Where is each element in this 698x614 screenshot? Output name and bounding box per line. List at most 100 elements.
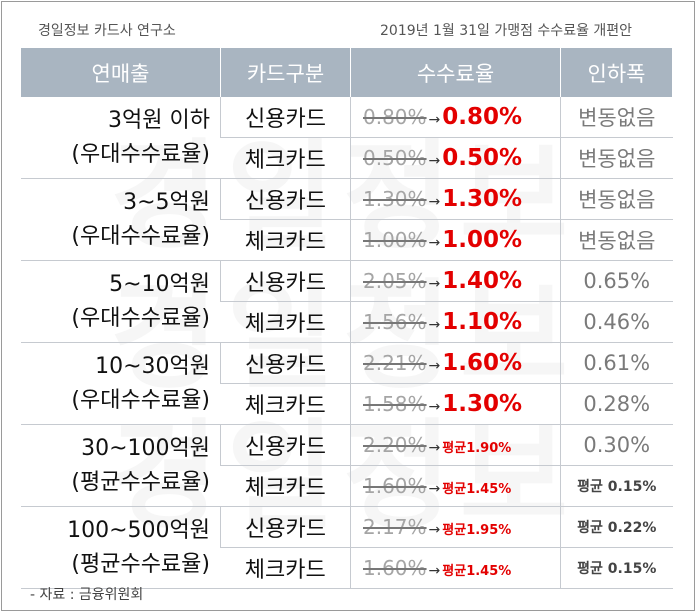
column-header-card-type: 카드구분 bbox=[220, 48, 351, 97]
new-rate: 1.40% bbox=[442, 268, 523, 294]
table-header-row: 연매출 카드구분 수수료율 인하폭 bbox=[20, 48, 673, 97]
fee-rate-cell: 2.17% → 평균1.95% bbox=[350, 506, 561, 548]
card-type-cell: 신용카드 bbox=[220, 97, 351, 138]
card-type-cell: 신용카드 bbox=[220, 260, 351, 302]
new-rate: 0.50% bbox=[442, 145, 523, 171]
old-rate: 1.60% bbox=[363, 556, 427, 580]
new-rate: 1.10% bbox=[442, 309, 523, 335]
old-rate: 2.20% bbox=[363, 433, 427, 457]
card-type-cell: 체크카드 bbox=[220, 137, 351, 179]
reduction-cell: 0.30% bbox=[560, 424, 673, 466]
table-row: 3억원 이하 (우대수수료율) 신용카드 0.80% →0.80% 변동없음 bbox=[20, 97, 673, 179]
arrow-right-icon: → bbox=[428, 317, 441, 333]
arrow-right-icon: → bbox=[428, 522, 441, 538]
source-org-label: 경일정보 카드사 연구소 bbox=[38, 23, 176, 39]
revenue-range: 3억원 이하 bbox=[108, 107, 210, 133]
new-rate: 1.00% bbox=[442, 227, 523, 253]
fee-rate-cell: 0.80% →0.80% bbox=[350, 97, 561, 138]
new-rate: 평균1.45% bbox=[442, 482, 512, 497]
old-rate: 0.80% bbox=[363, 105, 427, 129]
fee-rate-cell: 1.60% → 평균1.45% bbox=[350, 547, 561, 589]
revenue-cell: 30~100억원 (평균수수료율) bbox=[20, 424, 221, 507]
fee-rate-cell: 2.05% →1.40% bbox=[350, 260, 561, 302]
old-rate: 2.17% bbox=[363, 515, 427, 539]
card-type-cell: 신용카드 bbox=[220, 342, 351, 384]
arrow-right-icon: → bbox=[428, 440, 441, 456]
new-rate: 1.60% bbox=[442, 350, 523, 376]
source-note: - 자료 : 금융위원회 bbox=[30, 587, 144, 603]
old-rate: 2.21% bbox=[363, 351, 427, 375]
card-type-cell: 신용카드 bbox=[220, 424, 351, 466]
fee-rate-cell: 1.30% →1.30% bbox=[350, 178, 561, 220]
old-rate: 2.05% bbox=[363, 269, 427, 293]
table-row: 체크카드 1.00% →1.00% 변동없음 bbox=[21, 219, 673, 261]
arrow-right-icon: → bbox=[428, 481, 441, 497]
revenue-range: 10~30억원 bbox=[95, 353, 210, 379]
table-row: 체크카드 1.58% →1.30% 0.28% bbox=[21, 383, 673, 425]
reduction-cell: 0.46% bbox=[560, 301, 673, 343]
reduction-cell: 평균 0.15% bbox=[560, 465, 673, 507]
revenue-cell: 5~10억원 (우대수수료율) bbox=[20, 260, 221, 343]
card-type-cell: 체크카드 bbox=[220, 219, 351, 261]
table-row: 체크카드 1.60% → 평균1.45% 평균 0.15% bbox=[21, 465, 673, 507]
reduction-cell: 평균 0.22% bbox=[560, 506, 673, 548]
table-row: 체크카드 1.60% → 평균1.45% 평균 0.15% bbox=[21, 547, 673, 589]
new-rate: 1.30% bbox=[442, 186, 523, 212]
table-row: 체크카드 0.50% →0.50% 변동없음 bbox=[21, 137, 673, 179]
reduction-cell: 0.28% bbox=[560, 383, 673, 425]
old-rate: 1.60% bbox=[363, 474, 427, 498]
old-rate: 0.50% bbox=[363, 146, 427, 170]
revenue-cell: 3억원 이하 (우대수수료율) bbox=[20, 97, 221, 179]
old-rate: 1.58% bbox=[363, 392, 427, 416]
fee-rate-cell: 2.20% → 평균1.90% bbox=[350, 424, 561, 466]
reduction-cell: 평균 0.15% bbox=[560, 547, 673, 589]
card-type-cell: 체크카드 bbox=[220, 465, 351, 507]
card-type-cell: 체크카드 bbox=[220, 383, 351, 425]
table-row: 3~5억원 (우대수수료율) 신용카드 1.30% →1.30% 변동없음 bbox=[20, 178, 673, 261]
card-type-cell: 신용카드 bbox=[220, 178, 351, 220]
rate-type-label: (우대수수료율) bbox=[71, 141, 210, 167]
revenue-range: 30~100억원 bbox=[81, 435, 210, 461]
table-row: 30~100억원 (평균수수료율) 신용카드 2.20% → 평균1.90% 0.30% bbox=[20, 424, 673, 507]
reduction-cell: 0.65% bbox=[560, 260, 673, 302]
rate-type-label: (평균수수료율) bbox=[71, 551, 210, 577]
reduction-cell: 변동없음 bbox=[560, 219, 673, 261]
new-rate: 0.80% bbox=[442, 104, 523, 130]
document-title: 2019년 1월 31일 가맹점 수수료율 개편안 bbox=[380, 23, 633, 39]
old-rate: 1.56% bbox=[363, 310, 427, 334]
rate-type-label: (우대수수료율) bbox=[71, 387, 210, 413]
table-row: 10~30억원 (우대수수료율) 신용카드 2.21% →1.60% 0.61% bbox=[20, 342, 673, 425]
arrow-right-icon: → bbox=[428, 563, 441, 579]
arrow-right-icon: → bbox=[428, 153, 441, 169]
column-header-revenue: 연매출 bbox=[20, 48, 221, 97]
fee-table: 연매출 카드구분 수수료율 인하폭 3억원 이하 (우대수수료율) 신용카드 0.80… bbox=[20, 48, 673, 589]
revenue-range: 100~500억원 bbox=[67, 517, 210, 543]
fee-rate-cell: 0.50% →0.50% bbox=[350, 137, 561, 179]
revenue-cell: 10~30억원 (우대수수료율) bbox=[20, 342, 221, 425]
fee-rate-cell: 1.58% →1.30% bbox=[350, 383, 561, 425]
new-rate: 1.30% bbox=[442, 391, 523, 417]
rate-type-label: (평균수수료율) bbox=[71, 469, 210, 495]
arrow-right-icon: → bbox=[428, 276, 441, 292]
arrow-right-icon: → bbox=[428, 194, 441, 210]
fee-rate-cell: 2.21% →1.60% bbox=[350, 342, 561, 384]
table-row: 5~10억원 (우대수수료율) 신용카드 2.05% →1.40% 0.65% bbox=[20, 260, 673, 343]
reduction-cell: 변동없음 bbox=[560, 97, 673, 138]
arrow-right-icon: → bbox=[428, 235, 441, 251]
arrow-right-icon: → bbox=[428, 358, 441, 374]
revenue-range: 5~10억원 bbox=[109, 271, 210, 297]
fee-rate-cell: 1.56% →1.10% bbox=[350, 301, 561, 343]
revenue-cell: 3~5억원 (우대수수료율) bbox=[20, 178, 221, 261]
table-row: 100~500억원 (평균수수료율) 신용카드 2.17% → 평균1.95% 평균 0.2… bbox=[20, 506, 673, 589]
fee-rate-cell: 1.00% →1.00% bbox=[350, 219, 561, 261]
reduction-cell: 변동없음 bbox=[560, 178, 673, 220]
new-rate: 평균1.95% bbox=[442, 523, 512, 538]
fee-rate-cell: 1.60% → 평균1.45% bbox=[350, 465, 561, 507]
arrow-right-icon: → bbox=[428, 112, 441, 128]
rate-type-label: (우대수수료율) bbox=[71, 223, 210, 249]
reduction-cell: 변동없음 bbox=[560, 137, 673, 179]
card-type-cell: 체크카드 bbox=[220, 301, 351, 343]
card-type-cell: 신용카드 bbox=[220, 506, 351, 548]
card-type-cell: 체크카드 bbox=[220, 547, 351, 589]
